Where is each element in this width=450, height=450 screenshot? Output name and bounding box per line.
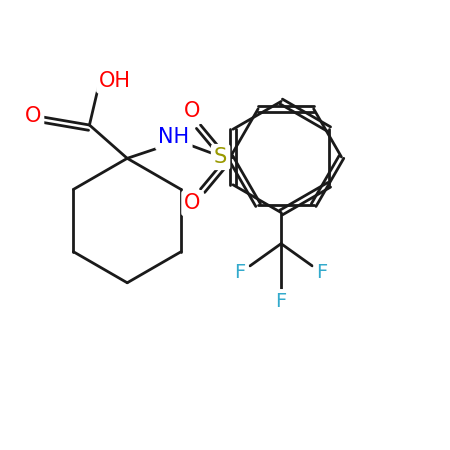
Text: O: O (25, 106, 41, 126)
Text: OH: OH (99, 71, 131, 90)
Text: F: F (316, 263, 328, 282)
Text: O: O (184, 101, 201, 121)
Text: S: S (214, 147, 227, 167)
Text: F: F (275, 292, 287, 311)
Text: NH: NH (158, 127, 189, 148)
Text: F: F (234, 263, 246, 282)
Text: O: O (184, 193, 201, 213)
